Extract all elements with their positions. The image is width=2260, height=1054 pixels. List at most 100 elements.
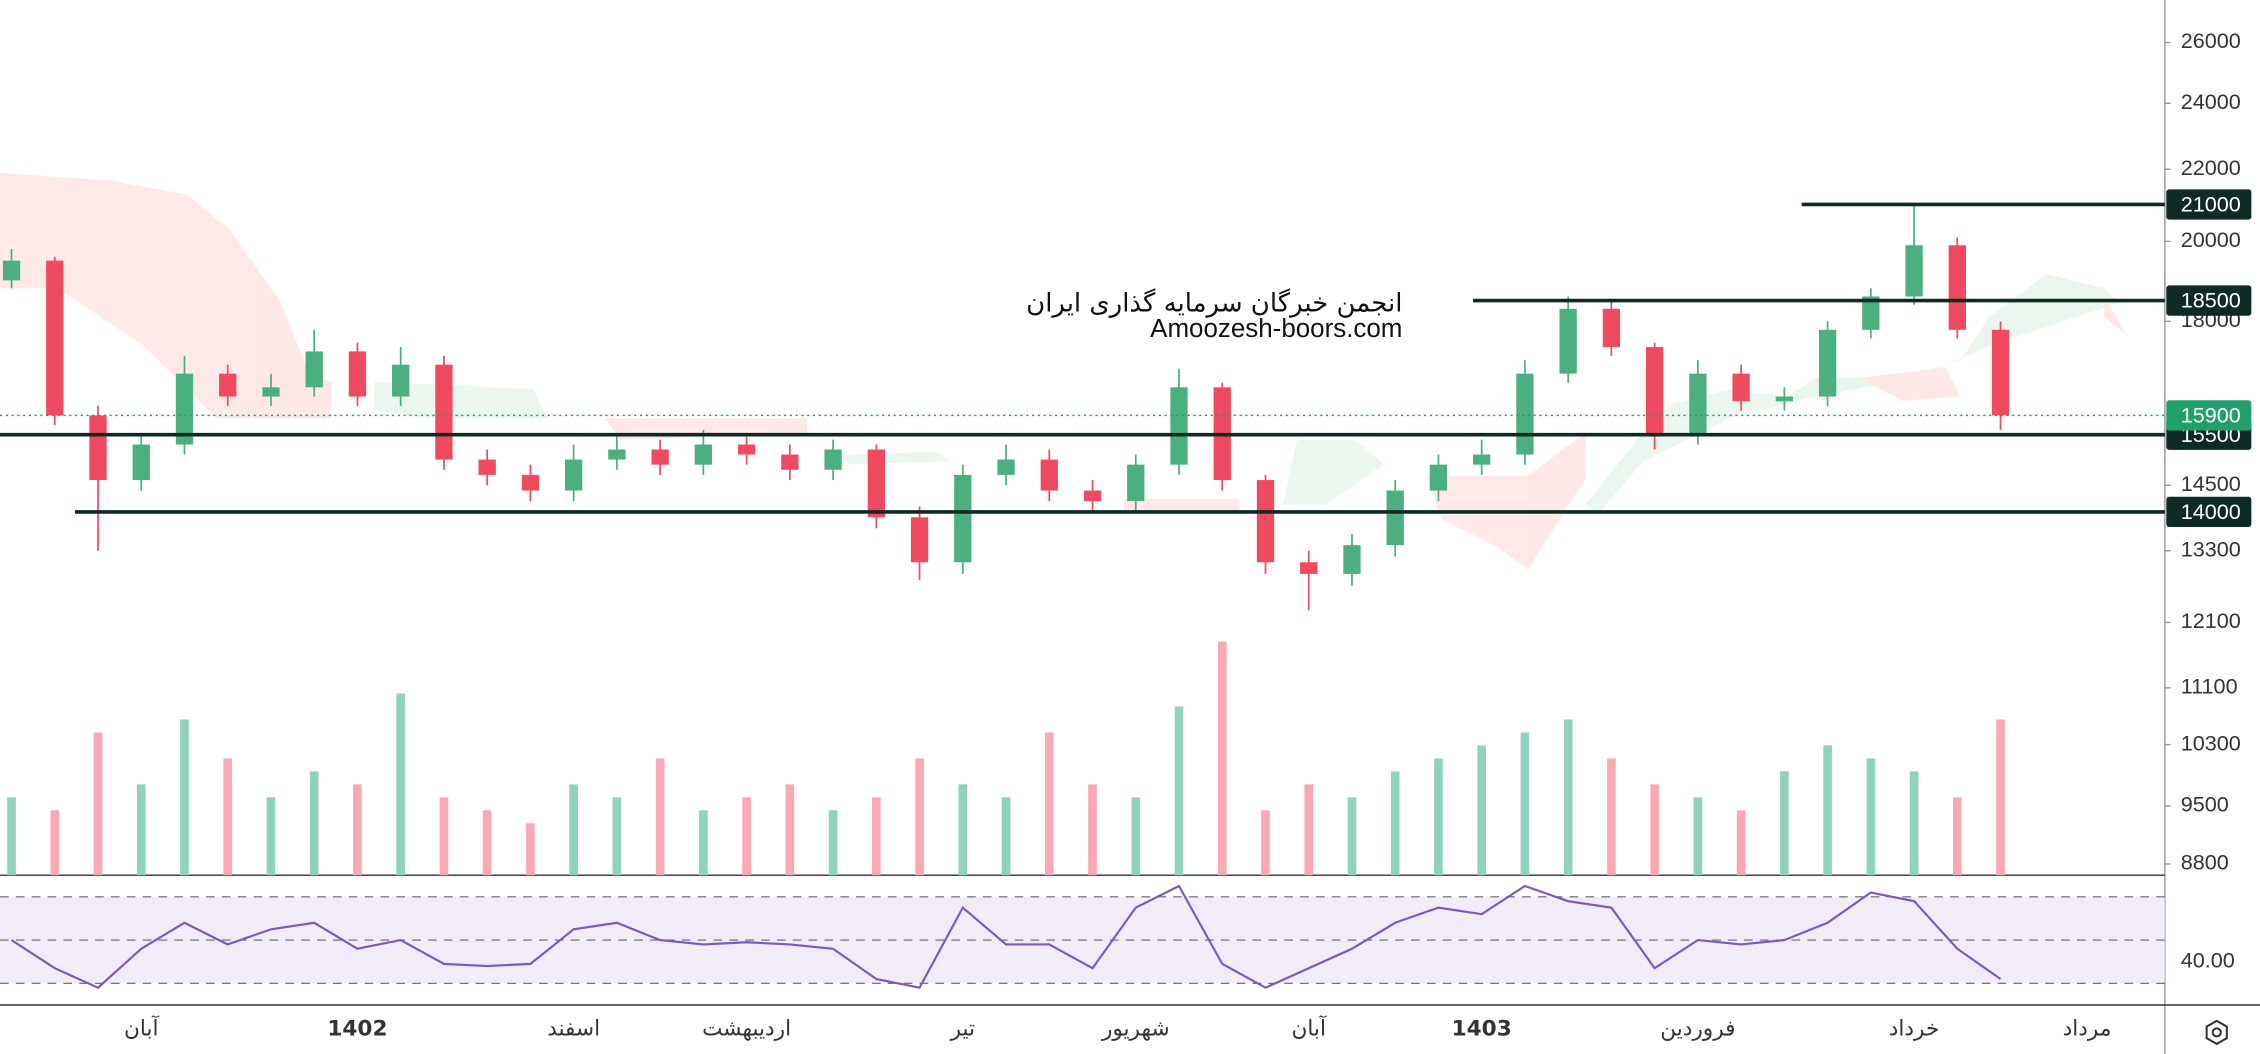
candle-body [1862, 296, 1880, 330]
volume-bar [1650, 784, 1659, 876]
volume-bar [482, 810, 492, 876]
volume-bar [136, 784, 146, 876]
level-label-box [2166, 189, 2252, 220]
candle-body [1473, 454, 1491, 465]
level-label-box [2166, 496, 2252, 528]
candle-body [565, 459, 583, 491]
volume-bar [1261, 810, 1270, 876]
volume-bar [1607, 758, 1616, 876]
last-price-label: 15900 [2181, 403, 2241, 428]
candle-body [1343, 545, 1361, 574]
volume-bar [1217, 641, 1227, 876]
x-tick-label: شهریور [1101, 1016, 1170, 1041]
volume-bar [1693, 797, 1703, 876]
candle-body [1645, 347, 1664, 435]
volume-bar [785, 784, 795, 876]
candle-body [910, 517, 929, 563]
candle-body [46, 260, 64, 416]
volume-bar [309, 771, 319, 876]
x-tick-label: اسفند [547, 1016, 600, 1041]
settings-icon[interactable] [2205, 1019, 2228, 1046]
volume-bar [1952, 797, 1962, 876]
y-tick-label: 9500 [2181, 792, 2229, 817]
volume-bar [569, 784, 578, 876]
x-tick-label: تیر [950, 1016, 975, 1041]
candle-body [89, 415, 107, 481]
candle-body [1127, 464, 1145, 502]
volume-bar [1347, 797, 1357, 876]
volume-bar [1390, 771, 1400, 876]
candle-body [478, 459, 496, 475]
volume-bar [742, 797, 751, 876]
y-tick-label: 24000 [2181, 89, 2241, 114]
candle-body [608, 449, 626, 460]
volume-bar [180, 719, 189, 876]
volume-bar [93, 732, 103, 876]
volume-bar [1996, 719, 2005, 876]
volume-bar [223, 758, 233, 876]
candle-body [392, 364, 410, 397]
x-tick-label: آبان [1291, 1014, 1326, 1041]
y-tick-label: 8800 [2181, 850, 2229, 875]
volume-bar [1434, 758, 1443, 876]
rsi-value-label: 40.00 [2181, 947, 2235, 972]
volume-bar [266, 797, 276, 876]
candle-body [1170, 387, 1188, 465]
volume-bar [872, 797, 881, 876]
volume-bar [958, 784, 968, 876]
candle-body [2, 260, 21, 281]
candle-body [1905, 245, 1923, 297]
candle-body [1083, 490, 1102, 502]
candle-body [1732, 373, 1750, 402]
y-tick-label: 20000 [2181, 227, 2241, 252]
volume-bar [1736, 810, 1746, 876]
y-tick-label: 12100 [2181, 608, 2241, 633]
y-tick-label: 10300 [2181, 730, 2241, 755]
volume-bar [1909, 771, 1919, 876]
candle-body [954, 474, 972, 563]
volume-bar [1088, 784, 1097, 876]
candle-body [1386, 490, 1404, 546]
level-label-box [2166, 285, 2252, 316]
candle-body [348, 351, 367, 397]
y-tick-label: 22000 [2181, 155, 2241, 180]
candle-body [262, 387, 280, 397]
candle-body [997, 459, 1015, 475]
x-tick-label: خرداد [1889, 1016, 1940, 1041]
candle-body [1602, 308, 1621, 348]
ichimoku-cloud [0, 173, 2126, 570]
volume-bar [1174, 706, 1184, 876]
candle-body [737, 444, 756, 455]
x-tick-label: 1403 [1452, 1016, 1512, 1041]
candle-body [1040, 459, 1058, 491]
candle-body [1300, 562, 1318, 574]
candle-body [1818, 329, 1837, 397]
level-label: 21000 [2181, 192, 2241, 217]
candle-body [1775, 396, 1794, 402]
y-tick-label: 14500 [2181, 471, 2241, 496]
x-tick-label: اردیبهشت [702, 1016, 791, 1041]
candle-body [1559, 308, 1577, 374]
candle-body [1429, 464, 1448, 491]
volume-bar [1477, 745, 1487, 876]
candle-body [1991, 329, 2010, 416]
volume-bar [1520, 732, 1530, 876]
volume-bar [655, 758, 665, 876]
level-label: 14000 [2181, 499, 2241, 524]
volume-bar [1563, 719, 1573, 876]
y-tick-label: 13300 [2181, 536, 2241, 561]
volume-bar [7, 797, 16, 876]
candle-body [824, 449, 842, 470]
volume-bar [699, 810, 708, 876]
watermark: انجمن خبرگان سرمایه گذاری ایران [1026, 288, 1402, 319]
volume-bar [439, 797, 449, 876]
y-tick-label: 11100 [2181, 674, 2238, 699]
volume-bar [1131, 797, 1141, 876]
rsi-line [10, 884, 2002, 989]
volume-bar [396, 693, 406, 876]
x-tick-label: مرداد [2063, 1016, 2112, 1041]
volume-bar [1001, 797, 1011, 876]
volume-bar [1823, 745, 1832, 876]
volume-bar [1044, 732, 1054, 876]
